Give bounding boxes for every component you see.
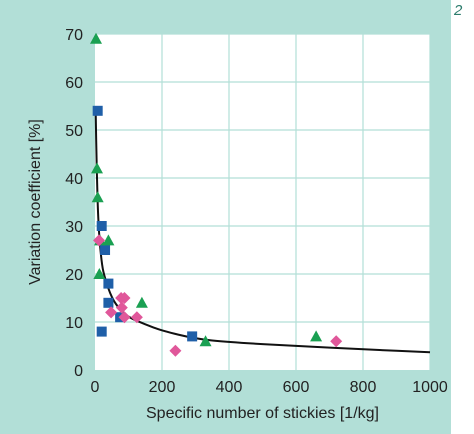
y-axis-label: Variation coefficient [%] — [27, 119, 44, 285]
x-tick-label: 0 — [91, 379, 100, 396]
figure-number: 2 — [454, 2, 463, 19]
y-tick-label: 30 — [65, 219, 83, 236]
y-tick-label: 20 — [65, 267, 83, 284]
square-marker — [103, 297, 114, 308]
square-marker — [96, 221, 107, 231]
y-tick-label: 40 — [65, 171, 83, 188]
square-marker — [92, 105, 103, 116]
y-tick-label: 60 — [65, 75, 83, 92]
y-tick-label: 70 — [65, 27, 83, 44]
triangle-marker — [135, 296, 148, 308]
y-tick-label: 50 — [65, 123, 83, 140]
y-tick-label: 0 — [74, 363, 83, 380]
triangle-marker — [199, 335, 212, 347]
diamond-marker — [115, 301, 128, 314]
triangle-marker — [91, 162, 104, 174]
diamond-marker — [118, 311, 131, 324]
x-tick-label: 1000 — [412, 379, 448, 396]
square-marker — [100, 245, 111, 255]
diamond-marker — [93, 234, 106, 247]
diamond-marker — [130, 311, 143, 324]
triangle-marker — [102, 234, 115, 246]
diamond-marker — [330, 335, 343, 348]
y-tick-label: 10 — [65, 315, 83, 332]
square-marker — [103, 278, 114, 289]
diamond-marker — [118, 292, 131, 304]
x-axis-label: Specific number of stickies [1/kg] — [146, 405, 379, 422]
x-tick-label: 600 — [283, 379, 310, 396]
x-tick-label: 400 — [216, 379, 243, 396]
plot-area — [95, 34, 430, 370]
diamond-marker — [169, 344, 182, 357]
scatter-chart: 0 200 400 600 800 1000 0 10 20 30 40 50 60 70 Specific… — [27, 27, 448, 422]
triangle-marker — [90, 32, 103, 44]
square-marker — [96, 326, 107, 337]
diamond-marker — [105, 306, 118, 319]
x-tick-label: 200 — [149, 379, 176, 396]
square-marker — [187, 331, 198, 342]
triangle-marker — [310, 330, 323, 342]
triangle-marker — [91, 191, 104, 203]
triangle-marker — [93, 268, 106, 279]
x-tick-label: 800 — [350, 379, 377, 396]
